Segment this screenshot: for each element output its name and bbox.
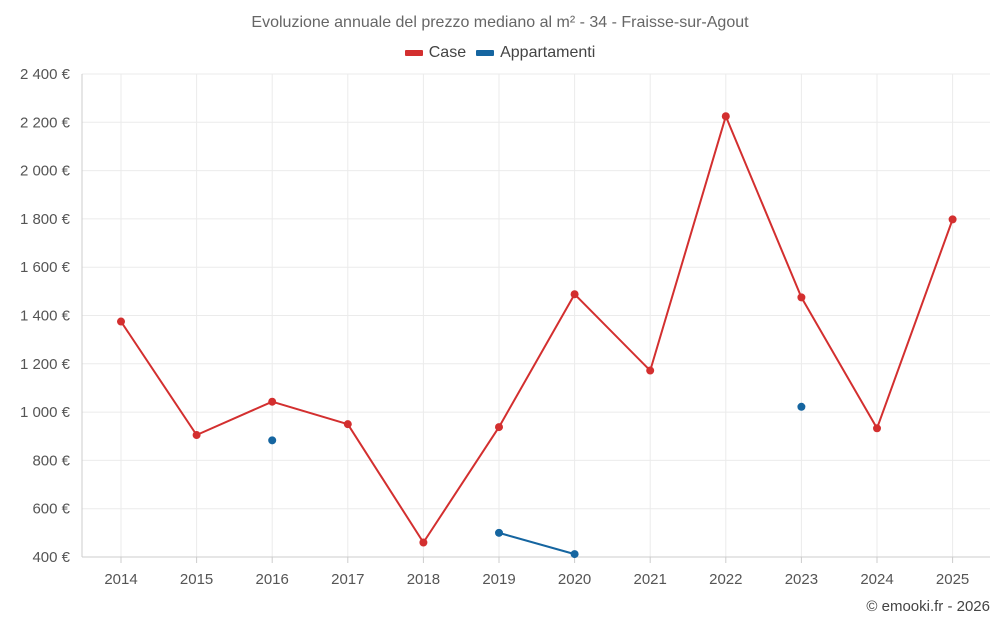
data-point-appartamenti-2023 bbox=[797, 402, 806, 411]
y-tick-label: 1 800 € bbox=[20, 211, 71, 228]
data-point-case-2021 bbox=[646, 366, 655, 375]
data-point-case-2024 bbox=[873, 424, 881, 433]
data-point-case-2023 bbox=[797, 293, 806, 302]
legend: Case Appartamenti bbox=[0, 44, 1000, 62]
y-tick-label: 1 400 € bbox=[20, 308, 71, 325]
legend-label-case: Case bbox=[428, 44, 467, 61]
credit-text: © emooki.fr - 2026 bbox=[866, 598, 990, 615]
x-tick-label: 2023 bbox=[785, 571, 818, 588]
data-point-case-2018 bbox=[419, 538, 428, 547]
x-tick-label: 2025 bbox=[936, 571, 969, 588]
x-tick-label: 2021 bbox=[634, 571, 667, 588]
y-tick-label: 2 400 € bbox=[20, 66, 71, 83]
legend-item-appartamenti[interactable]: Appartamenti bbox=[476, 44, 595, 62]
x-tick-label: 2017 bbox=[331, 571, 364, 588]
y-tick-label: 1 000 € bbox=[20, 404, 71, 421]
legend-item-case[interactable]: Case bbox=[404, 44, 467, 62]
legend-label-appartamenti: Appartamenti bbox=[500, 44, 596, 61]
x-tick-label: 2022 bbox=[709, 571, 742, 588]
legend-swatch-case bbox=[404, 50, 423, 56]
y-tick-label: 600 € bbox=[32, 501, 70, 518]
y-tick-label: 1 200 € bbox=[20, 356, 71, 373]
legend-swatch-appartamenti bbox=[476, 50, 495, 56]
x-tick-label: 2024 bbox=[860, 571, 893, 588]
data-point-case-2017 bbox=[343, 420, 352, 429]
y-tick-label: 400 € bbox=[32, 549, 70, 566]
data-point-appartamenti-2016 bbox=[268, 436, 277, 445]
x-tick-label: 2020 bbox=[558, 571, 591, 588]
series-line-case bbox=[120, 115, 954, 544]
x-tick-label: 2014 bbox=[104, 571, 137, 588]
data-point-case-2025 bbox=[948, 215, 957, 224]
data-point-case-2016 bbox=[268, 397, 277, 406]
series-line-appartamenti bbox=[498, 531, 575, 556]
y-tick-label: 800 € bbox=[32, 452, 70, 469]
data-point-appartamenti-2019 bbox=[495, 528, 503, 537]
data-point-case-2014 bbox=[117, 317, 125, 326]
data-point-case-2015 bbox=[192, 431, 201, 440]
y-tick-label: 2 200 € bbox=[20, 114, 71, 131]
x-tick-label: 2018 bbox=[407, 571, 440, 588]
y-tick-label: 2 000 € bbox=[20, 163, 71, 180]
data-point-case-2019 bbox=[495, 423, 503, 432]
x-tick-label: 2015 bbox=[180, 571, 213, 588]
data-point-case-2020 bbox=[570, 290, 579, 299]
x-tick-label: 2016 bbox=[256, 571, 289, 588]
chart-title: Evoluzione annuale del prezzo mediano al… bbox=[251, 14, 749, 31]
y-tick-label: 1 600 € bbox=[20, 259, 71, 276]
data-point-appartamenti-2020 bbox=[570, 550, 579, 559]
x-tick-label: 2019 bbox=[482, 571, 515, 588]
data-point-case-2022 bbox=[721, 112, 730, 121]
